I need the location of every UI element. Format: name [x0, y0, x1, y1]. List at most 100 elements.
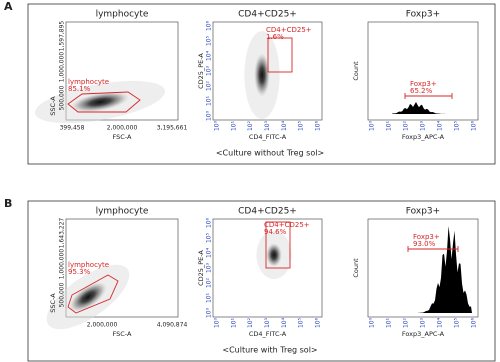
x-tick-label: 2,000,000	[107, 125, 138, 132]
x-tick-label: 10³	[264, 120, 271, 131]
cell-cloud	[70, 91, 130, 113]
x-axis-label: Foxp3_APC-A	[402, 330, 445, 338]
y-axis-label: CD25_PE-A	[197, 250, 205, 286]
panel: A <Culture without Treg sol> lymphocyte lym…	[4, 0, 496, 165]
y-tick-label: 500,000	[59, 85, 66, 110]
panel-label: A	[4, 0, 13, 13]
gate-name: Foxp3+	[413, 233, 440, 241]
cell-cloud	[254, 53, 270, 97]
gate-value: 65.2%	[410, 87, 433, 95]
cell-cloud	[69, 281, 107, 313]
x-tick-label: 10⁴	[437, 120, 444, 131]
x-tick-label: 399,458	[60, 125, 85, 132]
x-tick-label: 10⁰	[214, 120, 221, 131]
x-tick-label: 10¹	[230, 317, 237, 328]
y-axis-label: SSC-A	[49, 293, 57, 313]
y-axis-label: CD25_PE-A	[197, 53, 205, 89]
caption: <Culture without Treg sol>	[216, 149, 324, 158]
gate-name: lymphocyte	[68, 261, 109, 269]
y-tick-label: 10³	[206, 262, 213, 273]
gate-value: 94.6%	[264, 228, 287, 236]
x-tick-label: 10³	[420, 120, 427, 131]
x-tick-label: 10⁵	[454, 317, 461, 328]
y-tick-label: 10⁴	[206, 50, 213, 61]
panel-box	[27, 3, 496, 165]
y-axis-label: Count	[352, 258, 360, 278]
gate-name: Foxp3+	[410, 80, 437, 88]
histogram	[396, 226, 472, 313]
plot-title: CD4+CD25+	[238, 207, 297, 217]
x-axis-label: CD4_FITC-A	[249, 330, 287, 338]
y-tick-label: 1,000,000	[59, 52, 66, 83]
x-tick-label: 4,090,874	[157, 322, 188, 329]
cell-cloud	[266, 243, 282, 267]
y-tick-label: 10¹	[206, 95, 213, 106]
x-tick-label: 10²	[247, 317, 254, 328]
gate	[267, 37, 293, 73]
x-tick-label: 10⁵	[298, 120, 305, 131]
y-tick-label: 10⁵	[206, 232, 213, 243]
x-axis-label: Foxp3_APC-A	[402, 133, 445, 141]
caption: <Culture with Treg sol>	[222, 346, 317, 355]
gate	[404, 93, 453, 99]
x-tick-label: 10⁰	[214, 317, 221, 328]
x-tick-label: 2,000,000	[87, 322, 118, 329]
x-tick-label: 3,195,661	[157, 125, 188, 132]
plot-title: lymphocyte	[96, 10, 149, 20]
x-tick-label: 10⁴	[281, 317, 288, 328]
y-tick-label: 10³	[206, 65, 213, 76]
x-tick-label: 10¹	[386, 120, 393, 131]
x-tick-label: 10⁶	[315, 120, 322, 131]
x-tick-label: 10⁴	[437, 317, 444, 328]
y-tick-label: 10²	[206, 277, 213, 288]
x-tick-label: 10⁶	[315, 317, 322, 328]
x-tick-label: 10²	[403, 317, 410, 328]
y-tick-label: 10¹	[206, 292, 213, 303]
y-tick-label: 10⁶	[206, 20, 213, 31]
panel: B <Culture with Treg sol> lymphocyte lympho…	[4, 197, 496, 362]
y-tick-label: 10²	[206, 80, 213, 91]
gate-name: lymphocyte	[68, 78, 109, 86]
x-axis-label: FSC-A	[113, 133, 132, 141]
x-tick-label: 10¹	[386, 317, 393, 328]
x-tick-label: 10³	[264, 317, 271, 328]
y-tick-label: 500,000	[59, 282, 66, 307]
y-tick-label: 10⁰	[206, 110, 213, 121]
x-tick-label: 10⁶	[471, 317, 478, 328]
x-tick-label: 10¹	[230, 120, 237, 131]
gate	[407, 246, 459, 252]
panel-label: B	[4, 197, 12, 210]
gate	[67, 91, 141, 113]
plot-title: Foxp3+	[406, 207, 440, 217]
gate-name: CD4+CD25+	[264, 221, 310, 229]
gate	[67, 274, 119, 314]
gate-name: CD4+CD25+	[266, 26, 312, 34]
x-tick-label: 10⁶	[471, 120, 478, 131]
gate-value: 95.3%	[68, 268, 91, 276]
y-tick-label: 10⁶	[206, 217, 213, 228]
gate-value: 93.0%	[413, 240, 436, 248]
histogram	[392, 102, 470, 114]
plot-title: lymphocyte	[96, 207, 149, 217]
gate	[265, 221, 291, 269]
x-tick-label: 10⁵	[298, 317, 305, 328]
y-tick-label: 1,597,895	[59, 21, 66, 52]
x-tick-label: 10²	[403, 120, 410, 131]
x-tick-label: 10⁰	[369, 120, 376, 131]
gate-value: 1.6%	[266, 33, 284, 41]
plot-title: CD4+CD25+	[238, 10, 297, 20]
x-tick-label: 10³	[420, 317, 427, 328]
y-axis-label: Count	[352, 61, 360, 81]
y-tick-label: 10⁰	[206, 307, 213, 318]
x-tick-label: 10⁵	[454, 120, 461, 131]
x-axis-label: CD4_FITC-A	[249, 133, 287, 141]
x-tick-label: 10⁰	[369, 317, 376, 328]
y-tick-label: 10⁴	[206, 247, 213, 258]
y-axis-label: SSC-A	[49, 96, 57, 116]
y-tick-label: 1,643,227	[59, 218, 66, 249]
x-tick-label: 10²	[247, 120, 254, 131]
y-tick-label: 10⁵	[206, 35, 213, 46]
plot-area	[367, 21, 479, 121]
x-tick-label: 10⁴	[281, 120, 288, 131]
